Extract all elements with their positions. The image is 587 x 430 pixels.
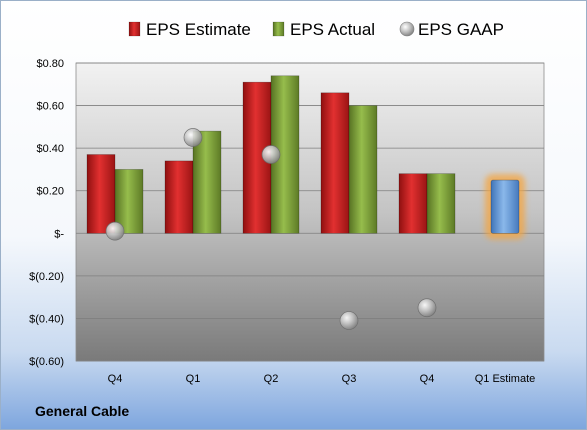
- point-eps-gaap: [339, 311, 359, 330]
- x-tick-label: Q1 Estimate: [475, 373, 536, 385]
- legend: EPS Estimate EPS Actual EPS GAAP: [128, 20, 504, 39]
- bar-eps-actual: [426, 173, 456, 234]
- legend-swatch-eps-gaap: [399, 21, 415, 37]
- legend-swatch-eps-estimate: [128, 21, 141, 37]
- legend-label: EPS GAAP: [418, 20, 504, 39]
- point-eps-gaap: [183, 128, 203, 147]
- bar-eps-actual: [348, 105, 378, 234]
- x-axis: Q4 Q1 Q2 Q3 Q4 Q1 Estimate: [108, 373, 536, 385]
- x-tick-label: Q3: [342, 373, 357, 385]
- y-tick-label: $0.40: [36, 143, 64, 155]
- y-tick-label: $0.60: [36, 101, 64, 113]
- bar-eps-actual: [114, 169, 144, 234]
- legend-label: EPS Actual: [290, 20, 375, 39]
- chart-marks: [86, 75, 525, 330]
- y-tick-label: $(0.60): [29, 356, 64, 368]
- y-tick-label: $(0.20): [29, 271, 64, 283]
- x-tick-label: Q4: [420, 373, 435, 385]
- gridlines: [76, 62, 544, 362]
- company-name: General Cable: [35, 403, 130, 419]
- bar-eps-estimate: [398, 173, 428, 234]
- point-eps-gaap: [417, 298, 437, 318]
- point-eps-gaap: [261, 145, 281, 164]
- y-tick-label: $(0.40): [29, 313, 64, 325]
- bar-q1-estimate: [490, 179, 520, 234]
- plot-area: [75, 62, 545, 362]
- y-axis: $0.80 $0.60 $0.40 $0.20 $- $(0.20) $(0.40) $(0.…: [29, 58, 64, 368]
- y-tick-label: $0.80: [36, 58, 64, 70]
- legend-swatch-eps-actual: [272, 21, 285, 37]
- bar-eps-estimate: [164, 160, 194, 234]
- point-eps-gaap: [105, 221, 125, 241]
- legend-label: EPS Estimate: [146, 20, 251, 39]
- x-tick-label: Q2: [264, 373, 279, 385]
- y-tick-label: $-: [54, 228, 64, 240]
- bar-eps-estimate: [320, 92, 350, 234]
- bar-eps-actual: [192, 130, 222, 234]
- x-tick-label: Q1: [186, 373, 201, 385]
- x-tick-label: Q4: [108, 373, 123, 385]
- y-tick-label: $0.20: [36, 186, 64, 198]
- bar-eps-estimate: [86, 154, 116, 234]
